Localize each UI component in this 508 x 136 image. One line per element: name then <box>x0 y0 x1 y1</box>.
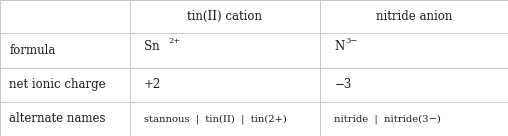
Text: N: N <box>334 40 344 53</box>
Text: net ionic charge: net ionic charge <box>9 78 106 91</box>
Text: nitride anion: nitride anion <box>376 10 452 23</box>
Text: Sn: Sn <box>144 40 160 53</box>
Text: formula: formula <box>9 44 55 57</box>
Text: nitride  |  nitride(3−): nitride | nitride(3−) <box>334 114 441 124</box>
Text: alternate names: alternate names <box>9 112 106 125</box>
Text: tin(II) cation: tin(II) cation <box>187 10 262 23</box>
Text: stannous  |  tin(II)  |  tin(2+): stannous | tin(II) | tin(2+) <box>144 114 287 124</box>
Text: 2+: 2+ <box>168 37 180 45</box>
Text: +2: +2 <box>144 78 161 91</box>
Text: 3−: 3− <box>345 37 358 45</box>
Text: −3: −3 <box>334 78 352 91</box>
